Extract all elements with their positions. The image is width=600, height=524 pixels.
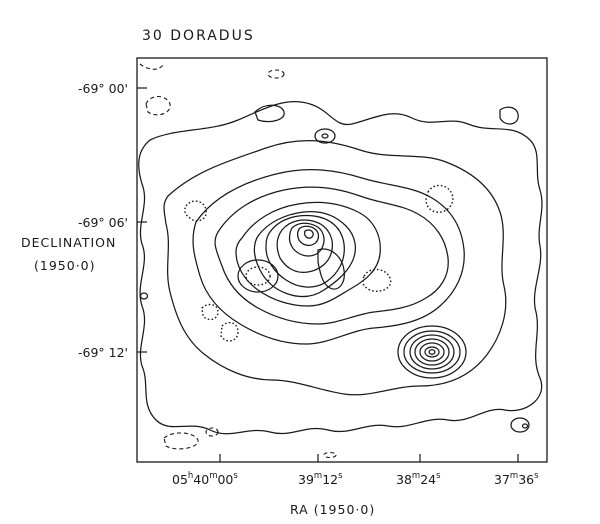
neg-contour-nw <box>145 95 171 116</box>
contour-ne-patch <box>499 106 519 125</box>
x-tick-label-1: 39m12s <box>298 471 343 487</box>
depression-west <box>184 200 207 222</box>
depression-sw-1 <box>201 303 219 321</box>
neg-contour-bottom <box>323 451 337 459</box>
y-tick-label-2: -69° 12' <box>78 345 128 360</box>
depression-ne <box>425 184 454 213</box>
neg-contour-sw-2 <box>205 427 219 437</box>
contour-se-source <box>397 325 467 379</box>
x-tick-label-3: 37m36s <box>494 471 539 487</box>
neg-contour-nw-corner <box>139 63 165 70</box>
contour-lines <box>138 63 543 459</box>
contour-level-5 <box>235 201 381 307</box>
x-axis-label: RA (1950·0) <box>290 502 375 517</box>
contour-level-11 <box>304 229 314 239</box>
x-tick-label-0: 05h40m00s <box>172 471 238 487</box>
contour-level-8 <box>276 219 334 274</box>
contour-level-7 <box>265 214 345 288</box>
neg-contour-top <box>267 69 285 79</box>
contour-core-extension <box>317 248 345 290</box>
y-axis-label-line1: DECLINATION <box>21 235 116 250</box>
contour-north-patch <box>254 104 285 123</box>
contour-north-knot-inner <box>321 133 329 139</box>
depression-sw-2 <box>220 321 239 342</box>
map-title: 30 DORADUS <box>142 28 255 44</box>
x-tick-label-2: 38m24s <box>396 471 441 487</box>
contour-west-dot <box>139 292 149 300</box>
contour-north-knot <box>314 128 336 144</box>
contour-level-3 <box>192 169 465 345</box>
contour-se-corner-inner <box>521 423 529 429</box>
contour-level-4 <box>214 186 449 325</box>
contour-level-9 <box>288 222 325 257</box>
contour-sw-source-hachured <box>245 266 271 286</box>
x-tick-marks <box>219 454 519 462</box>
contour-level-2 <box>163 140 507 396</box>
neg-contour-sw-1 <box>163 432 199 450</box>
map-frame <box>136 57 548 463</box>
contour-level-10 <box>297 225 320 246</box>
contour-level-6 <box>253 210 356 298</box>
depression-central-east <box>362 268 392 292</box>
contour-se-corner <box>510 417 530 433</box>
y-tick-label-1: -69° 06' <box>78 215 128 230</box>
contour-sw-source-outer <box>237 259 279 293</box>
y-tick-label-0: -69° 00' <box>78 81 128 96</box>
y-axis-label-line2: (1950·0) <box>34 258 96 273</box>
contour-level-1 <box>138 101 543 435</box>
